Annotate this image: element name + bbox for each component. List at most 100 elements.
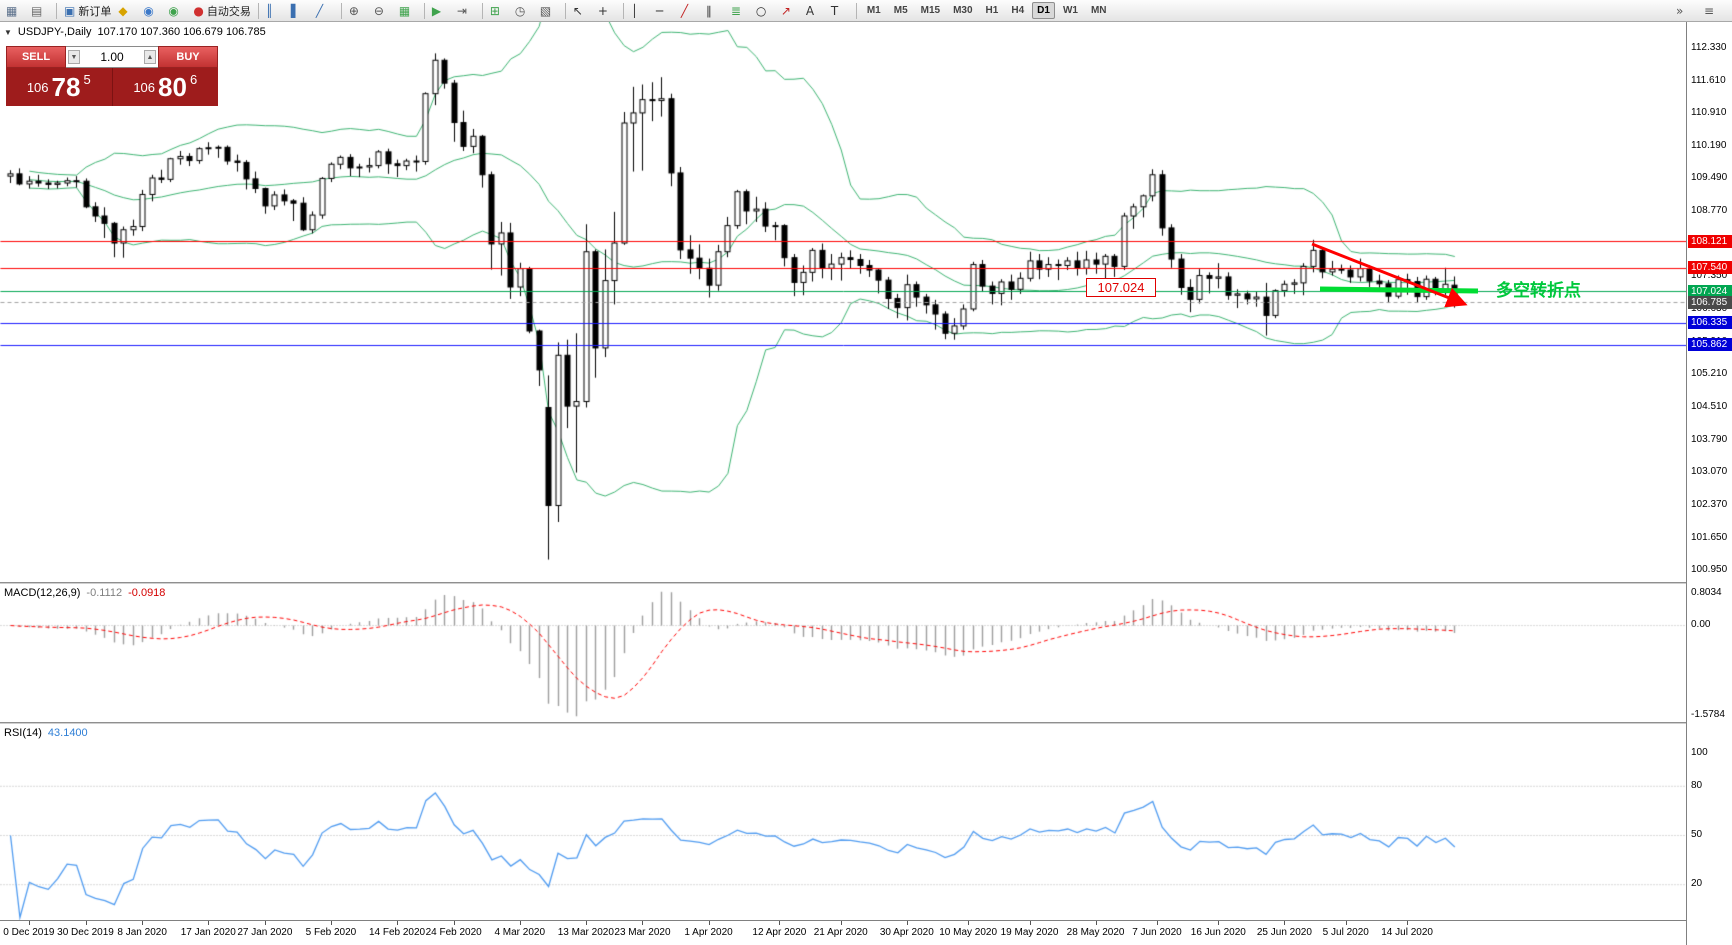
time-axis-label: 27 Jan 2020 <box>237 927 293 938</box>
macd-axis-zero: 0.00 <box>1691 619 1711 631</box>
time-axis-label: 24 Feb 2020 <box>425 927 482 938</box>
time-axis-tick <box>1029 921 1031 925</box>
price-badge-resistance-line-1: 108.121 <box>1688 234 1732 248</box>
profiles-icon: ▤ <box>31 3 43 18</box>
navigator-icon[interactable]: ◉ <box>165 1 189 21</box>
new-window-icon: ⊞ <box>489 3 500 18</box>
profiles-icon[interactable]: ▤ <box>28 1 52 21</box>
horizontal-line-icon[interactable]: ─ <box>653 1 677 21</box>
time-axis-tick <box>519 921 521 925</box>
price-axis-label: 102.370 <box>1691 498 1728 510</box>
rsi-window-separator[interactable] <box>0 722 1732 725</box>
new-order-button[interactable]: ▣ 新订单 <box>61 1 114 21</box>
text-icon[interactable]: A <box>803 1 827 21</box>
cursor-icon[interactable]: ↖ <box>570 1 594 21</box>
volume-increase-button[interactable]: ▲ <box>144 50 156 64</box>
bar-chart-icon[interactable]: ║ <box>263 1 287 21</box>
data-window-icon[interactable]: ◉ <box>140 1 164 21</box>
line-chart-icon: ╱ <box>315 3 324 18</box>
timeframe-button-m1[interactable]: M1 <box>866 5 881 16</box>
macd-label: MACD(12,26,9) -0.1112 -0.0918 <box>4 587 166 599</box>
new-chart-icon[interactable]: ▦ <box>3 1 27 21</box>
label-icon: T <box>830 3 839 18</box>
zoom-in-icon[interactable]: ⊕ <box>346 1 370 21</box>
label-icon[interactable]: T <box>828 1 852 21</box>
timeframe-button-h1[interactable]: H1 <box>985 5 999 16</box>
sell-button[interactable]: SELL <box>6 46 66 68</box>
price-axis[interactable]: 112.330 111.610 110.910 110.190 109.490 108.7… <box>1686 22 1732 945</box>
macd-panel-canvas[interactable] <box>0 585 1686 722</box>
vertical-line-icon: │ <box>630 3 639 18</box>
shapes-icon[interactable]: ○ <box>753 1 777 21</box>
macd-axis-min: -1.5784 <box>1691 709 1725 720</box>
timeframe-button-m30[interactable]: M30 <box>953 5 973 16</box>
time-axis[interactable]: 0 Dec 2019 30 Dec 2019 8 Jan 2020 17 Jan 20… <box>0 921 1686 945</box>
timeframe-button-d1[interactable]: D1 <box>1032 2 1055 19</box>
templates-icon[interactable]: ▧ <box>537 1 561 21</box>
timeframe-button-m15[interactable]: M15 <box>920 5 941 16</box>
line-chart-icon[interactable]: ╱ <box>313 1 337 21</box>
time-axis-tick <box>453 921 455 925</box>
time-axis-tick <box>1407 921 1409 925</box>
trendline-icon[interactable]: ╱ <box>678 1 702 21</box>
fibonacci-icon: ≣ <box>730 3 741 18</box>
timeframe-button-h4[interactable]: H4 <box>1011 5 1025 16</box>
one-click-collapse-icon[interactable]: ▼ <box>4 27 12 37</box>
arrows-icon: ↗ <box>780 3 791 18</box>
time-axis-label: 21 Apr 2020 <box>813 927 868 938</box>
chart-note-text[interactable]: 多空转折点 <box>1496 281 1581 300</box>
time-axis-tick <box>264 921 266 925</box>
time-axis-label: 14 Jul 2020 <box>1381 927 1433 938</box>
time-axis-label: 5 Feb 2020 <box>305 927 357 938</box>
auto-scroll-icon[interactable]: ▶ <box>429 1 453 21</box>
price-level-label[interactable]: 107.024 <box>1086 278 1156 297</box>
rsi-panel-canvas[interactable] <box>0 725 1686 920</box>
channel-icon: ∥ <box>705 3 712 18</box>
timeframe-button-m5[interactable]: M5 <box>893 5 908 16</box>
timeframe-button-w1[interactable]: W1 <box>1062 5 1078 16</box>
new-order-button-label: 新订单 <box>78 5 112 18</box>
crosshair-icon: + <box>597 3 608 18</box>
price-axis-label: 110.190 <box>1691 140 1727 152</box>
rsi-axis-label: 20 <box>1691 878 1703 890</box>
price-axis-label: 103.790 <box>1691 433 1728 445</box>
menu-icon[interactable]: ≡ <box>1701 1 1725 21</box>
time-axis-tick <box>1284 921 1286 925</box>
price-axis-label: 110.910 <box>1691 107 1727 119</box>
chart-shift-icon[interactable]: ⇥ <box>454 1 478 21</box>
ohlc-values: 107.170 107.360 106.679 106.785 <box>97 26 266 38</box>
macd-window-separator[interactable] <box>0 582 1732 585</box>
macd-axis-max: 0.8034 <box>1691 587 1722 598</box>
bid-price[interactable]: 106 78 5 <box>6 68 113 106</box>
periods-icon[interactable]: ◷ <box>512 1 536 21</box>
price-axis-label: 106.630 <box>1691 303 1728 315</box>
channel-icon[interactable]: ∥ <box>703 1 727 21</box>
time-axis-tick <box>208 921 210 925</box>
tile-windows-icon[interactable]: ▦ <box>396 1 420 21</box>
fibonacci-icon[interactable]: ≣ <box>728 1 752 21</box>
vertical-line-icon[interactable]: │ <box>628 1 652 21</box>
time-axis-label: 0 Dec 2019 <box>3 927 55 938</box>
candlestick-chart-icon[interactable]: ▌ <box>288 1 312 21</box>
bar-chart-icon: ║ <box>265 3 274 18</box>
time-axis-tick <box>1218 921 1220 925</box>
new-window-icon[interactable]: ⊞ <box>487 1 511 21</box>
volume-decrease-button[interactable]: ▼ <box>68 50 80 64</box>
time-axis-tick <box>1345 921 1347 925</box>
market-watch-icon[interactable]: ◆ <box>115 1 139 21</box>
price-badge-support-line-green: 107.024 <box>1688 284 1732 298</box>
main-chart-canvas[interactable] <box>0 22 1686 582</box>
trendline-icon: ╱ <box>680 3 689 18</box>
toolbar-overflow-icon[interactable]: » <box>1673 1 1697 21</box>
buy-button[interactable]: BUY <box>158 46 218 68</box>
ask-price[interactable]: 106 80 6 <box>113 68 219 106</box>
bid-prefix: 106 <box>26 79 49 95</box>
zoom-out-icon[interactable]: ⊖ <box>371 1 395 21</box>
crosshair-icon[interactable]: + <box>595 1 619 21</box>
auto-trading-button[interactable]: ● 自动交易 <box>190 1 253 21</box>
timeframe-button-mn[interactable]: MN <box>1090 5 1107 16</box>
volume-input[interactable]: ▼ 1.00 ▲ <box>66 46 158 68</box>
arrows-icon[interactable]: ↗ <box>778 1 802 21</box>
bid-pip-digit: 5 <box>83 71 91 87</box>
price-badge-support-line-blue-2: 105.862 <box>1688 338 1732 352</box>
